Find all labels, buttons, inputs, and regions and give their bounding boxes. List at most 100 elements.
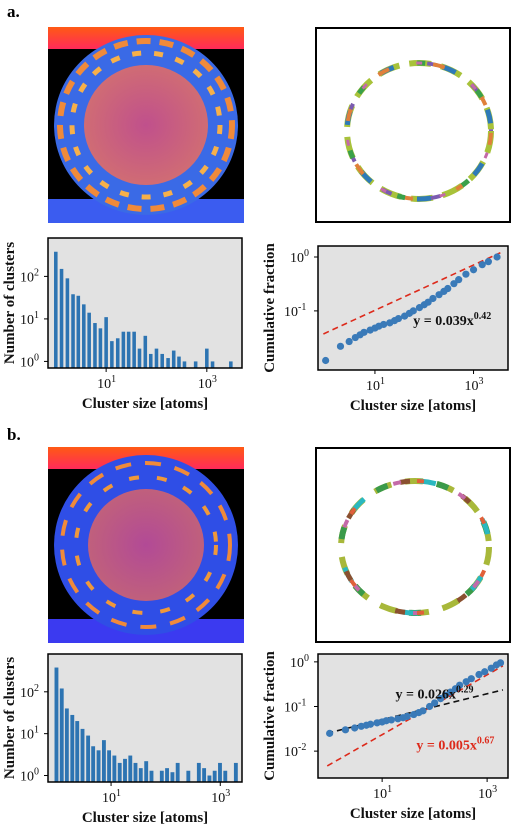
y-tick-label: 100: [20, 352, 39, 370]
plot-frame: [317, 245, 509, 371]
plot-area: [48, 654, 242, 782]
histogram-bar: [193, 361, 198, 368]
data-point: [484, 258, 492, 266]
histogram-bar: [202, 768, 207, 782]
histogram-bar: [132, 331, 136, 368]
data-point: [462, 270, 470, 278]
histogram-bar: [110, 341, 114, 368]
cluster-map-b: [315, 447, 511, 643]
data-point: [419, 707, 427, 715]
histogram-bar: [205, 348, 209, 368]
data-point: [469, 266, 478, 274]
histogram-bar: [98, 328, 103, 368]
histogram-bar: [123, 758, 127, 782]
y-tick-label: 10-2: [284, 742, 306, 760]
histogram-bar: [159, 770, 164, 782]
data-point: [409, 307, 417, 315]
fit-equation-label: y = 0.005x0.67: [416, 735, 494, 753]
histogram-bar: [182, 361, 187, 368]
x-axis-label: Cluster size [atoms]: [350, 806, 476, 822]
histogram-bar: [93, 323, 97, 368]
x-tick-label: 103: [478, 784, 497, 802]
fit-line: [323, 251, 501, 335]
data-point: [360, 328, 368, 336]
histogram-b: 101 103 100 101 102 Cluster size [atoms] Numbe…: [2, 653, 243, 826]
data-point: [429, 294, 437, 303]
x-tick-label: 103: [198, 374, 217, 392]
histogram-bar: [229, 361, 233, 368]
cluster-map-a: [315, 27, 511, 223]
data-point: [496, 659, 505, 667]
histogram-bar: [233, 762, 238, 782]
histogram-bar: [54, 251, 58, 368]
histogram-bar: [87, 312, 91, 368]
histogram-bar: [218, 762, 222, 782]
histogram-bar: [186, 770, 191, 782]
data-point: [444, 284, 452, 293]
histogram-bar: [148, 353, 153, 368]
y-tick-label: 102: [20, 683, 39, 701]
histogram-bar: [160, 353, 164, 368]
marks: [326, 659, 505, 767]
x-tick-label: 101: [373, 784, 392, 802]
histogram-bar: [126, 331, 131, 368]
histogram-bar: [70, 714, 75, 782]
histogram-bar: [223, 770, 228, 782]
histogram-bar: [170, 772, 175, 782]
y-tick-label: 100: [290, 653, 309, 671]
data-point: [351, 724, 359, 732]
fit-equation-label: y = 0.039x0.42: [413, 311, 491, 329]
histogram-bar: [138, 768, 143, 782]
histogram-bar: [107, 750, 112, 782]
simulation-snapshot-a: [48, 27, 244, 223]
histogram-bar: [112, 755, 117, 782]
histogram-bar: [80, 728, 85, 782]
data-point: [478, 261, 486, 269]
data-point: [336, 342, 345, 350]
y-tick-label: 10-1: [284, 302, 306, 320]
x-axis-label: Cluster size [atoms]: [82, 396, 208, 412]
data-point: [345, 337, 353, 346]
x-tick-label: 101: [97, 374, 116, 392]
histogram-bar: [117, 762, 122, 782]
histogram-bar: [210, 361, 215, 368]
simulation-snapshot-b: [48, 447, 244, 643]
histogram-bar: [75, 721, 80, 782]
histogram-bar: [96, 750, 101, 782]
histogram-bar: [128, 755, 133, 782]
histogram-bar: [101, 740, 106, 782]
histogram-bar: [91, 746, 96, 782]
y-axis-label: Number of clusters: [2, 242, 18, 364]
histogram-bar: [175, 762, 180, 782]
y-tick-label: 102: [20, 267, 39, 285]
data-point: [366, 720, 375, 728]
y-tick-label: 101: [20, 725, 39, 743]
histogram-bar: [54, 667, 59, 782]
data-point: [493, 253, 501, 261]
panel-label-b: b.: [7, 425, 21, 444]
data-point: [380, 320, 388, 329]
histogram-bar: [196, 762, 201, 782]
histogram-bar: [133, 762, 138, 782]
cumulative-plot-b: y = 0.026x0.29 y = 0.005x0.67 101 103 10-2 10…: [262, 651, 509, 822]
histogram-bar: [59, 688, 64, 782]
panel-label-a: a.: [7, 2, 20, 21]
plot-frame: [47, 653, 243, 783]
data-point: [475, 670, 483, 679]
data-point: [450, 280, 458, 288]
histogram-bar: [166, 358, 170, 368]
histogram-bar: [104, 317, 108, 368]
histogram-a: 101 103 100 101 102 Cluster size [atoms] Numbe…: [2, 237, 243, 412]
histogram-bar: [144, 761, 149, 782]
y-tick-label: 100: [290, 248, 309, 266]
plot-frame: [317, 653, 509, 779]
data-point: [322, 356, 330, 365]
data-point: [455, 276, 463, 284]
y-axis-label: Cumulative fraction: [262, 243, 278, 373]
y-tick-label: 100: [20, 767, 39, 785]
data-point: [387, 716, 395, 724]
data-point: [467, 675, 475, 683]
histogram-bar: [115, 338, 120, 368]
data-point: [425, 702, 434, 711]
y-tick-label: 10-1: [284, 697, 306, 715]
